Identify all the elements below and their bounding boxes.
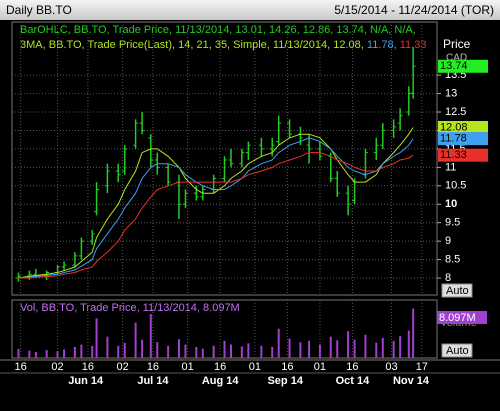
- legend-ma: 3MA, BB.TO, Trade Price(Last), 14, 21, 3…: [20, 39, 426, 51]
- x-tick-label: 16: [281, 361, 293, 373]
- y-tick-label: 11: [445, 161, 456, 173]
- last-value-box: [438, 121, 488, 135]
- legend-ohlc: BarOHLC, BB.TO, Trade Price, 11/13/2014,…: [20, 24, 416, 36]
- auto-button[interactable]: [441, 283, 473, 298]
- x-tick-label: 03: [385, 361, 397, 373]
- month-label: Jun 14: [68, 375, 104, 387]
- legend-ma-text: 11.78,: [367, 39, 397, 51]
- month-label: Oct 14: [336, 375, 371, 387]
- auto-button[interactable]: [441, 343, 473, 358]
- currency-label: CAD: [446, 53, 467, 64]
- price-panel: [11, 21, 438, 296]
- legend-ma-text: 11.33: [400, 39, 427, 51]
- x-tick-label: 02: [51, 361, 63, 373]
- y-tick-label: 13: [445, 87, 457, 99]
- last-value-label: 12.08: [440, 121, 468, 133]
- last-value-box: [438, 59, 488, 73]
- price-axis-label: Price: [443, 37, 471, 51]
- chart-title: Daily BB.TO: [6, 3, 72, 17]
- x-tick-label: 16: [346, 361, 358, 373]
- x-tick-label: 17: [416, 361, 428, 373]
- moving-average: [18, 137, 414, 279]
- date-range: 5/15/2014 - 11/24/2014 (TOR): [334, 3, 494, 17]
- volume-last-box: [437, 311, 487, 324]
- x-tick-label: 02: [116, 361, 128, 373]
- moving-average: [18, 127, 414, 279]
- y-tick-label: 8.5: [445, 253, 460, 265]
- y-tick-label: 9.5: [445, 217, 460, 229]
- x-tick-label: 16: [82, 361, 94, 373]
- auto-button-label[interactable]: Auto: [446, 285, 469, 297]
- month-label: Nov 14: [393, 375, 430, 387]
- x-tick-label: 01: [249, 361, 261, 373]
- auto-button-label[interactable]: Auto: [446, 345, 469, 357]
- last-value-box: [438, 148, 488, 162]
- last-value-label: 13.74: [440, 60, 468, 72]
- last-value-label: 11.78: [440, 132, 467, 144]
- month-label: Sep 14: [267, 375, 303, 387]
- last-value-box: [438, 132, 488, 146]
- x-tick-label: 16: [147, 361, 159, 373]
- legend-ma-text: 3MA, BB.TO, Trade Price(Last), 14, 21, 3…: [20, 39, 364, 51]
- y-tick-label: 10: [445, 198, 457, 210]
- month-label: Jul 14: [137, 375, 169, 387]
- x-tick-label: 01: [314, 361, 326, 373]
- x-tick-label: 01: [182, 361, 194, 373]
- y-tick-label: 12.5: [445, 106, 466, 118]
- y-tick-label: 8: [445, 272, 451, 284]
- volume-last-label: 8.097M: [439, 312, 476, 324]
- x-tick-label: 16: [214, 361, 226, 373]
- volume-legend: Vol, BB.TO, Trade Price, 11/13/2014, 8.0…: [20, 302, 240, 314]
- y-tick-label: 10.5: [445, 180, 466, 192]
- month-label: Aug 14: [202, 375, 240, 387]
- x-tick-label: 16: [15, 361, 27, 373]
- header: [0, 0, 500, 20]
- last-value-label: 11.33: [440, 149, 467, 161]
- moving-average: [18, 152, 414, 279]
- y-tick-label: 9: [445, 235, 451, 247]
